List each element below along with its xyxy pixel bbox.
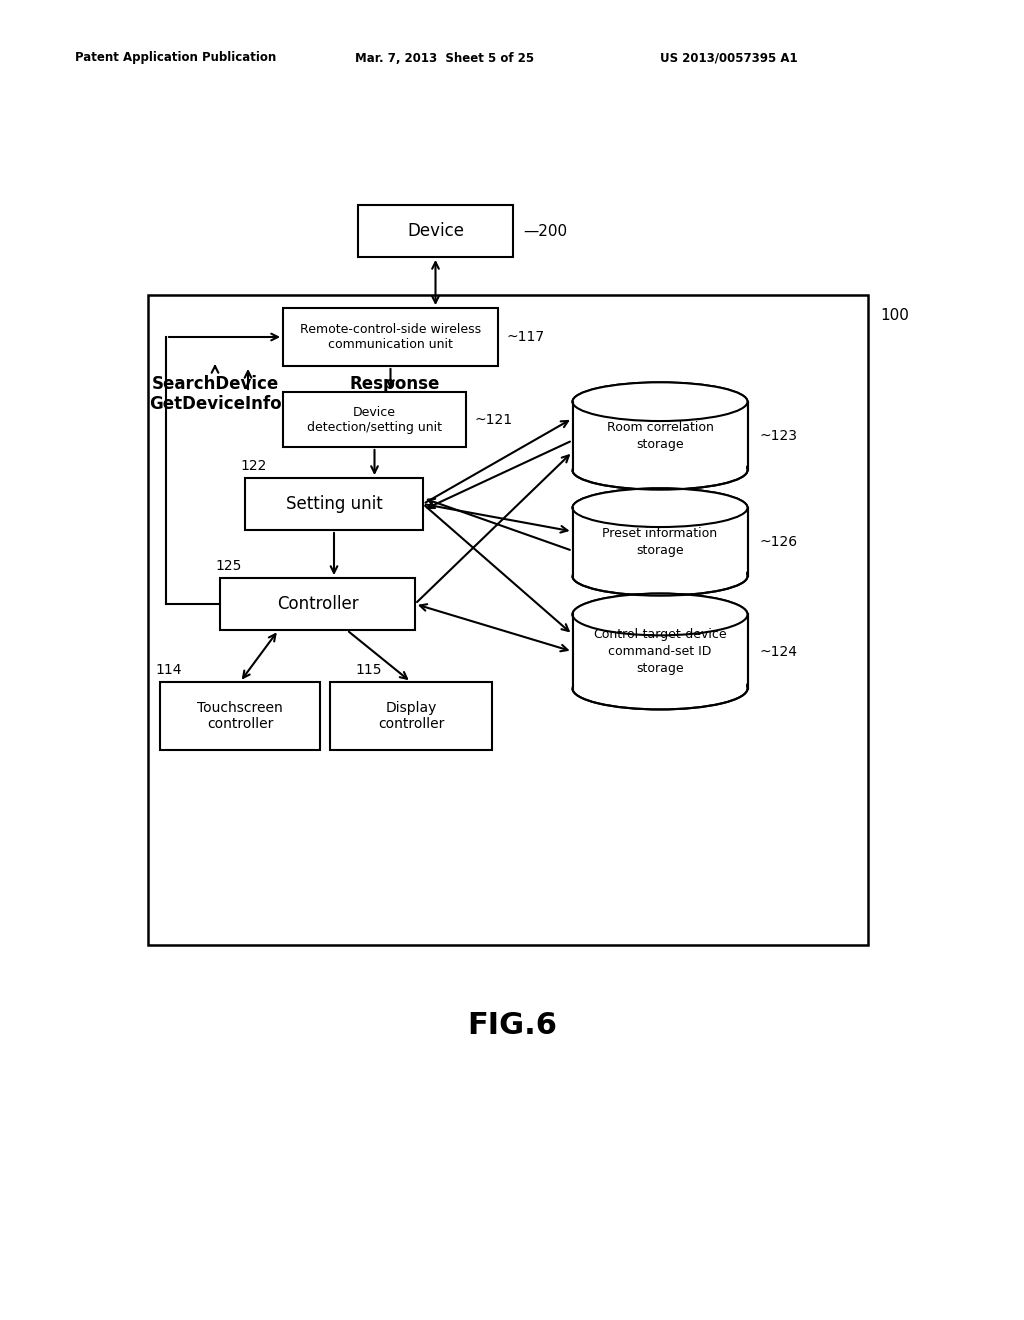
Text: US 2013/0057395 A1: US 2013/0057395 A1 — [660, 51, 798, 65]
Text: ~126: ~126 — [760, 535, 798, 549]
Text: Device
detection/setting unit: Device detection/setting unit — [307, 405, 442, 433]
Ellipse shape — [572, 668, 748, 709]
Text: 125: 125 — [215, 558, 242, 573]
Bar — [330, 682, 492, 750]
Bar — [572, 401, 748, 470]
Text: ~123: ~123 — [760, 429, 798, 444]
Text: Display
controller: Display controller — [378, 701, 444, 731]
Text: Room correlation
storage: Room correlation storage — [606, 421, 714, 451]
Text: Patent Application Publication: Patent Application Publication — [75, 51, 276, 65]
Ellipse shape — [572, 594, 748, 635]
Text: FIG.6: FIG.6 — [467, 1011, 557, 1040]
Text: ~124: ~124 — [760, 644, 798, 659]
Text: Remote-control-side wireless
communication unit: Remote-control-side wireless communicati… — [300, 323, 481, 351]
Text: —200: —200 — [523, 223, 567, 239]
Ellipse shape — [572, 451, 748, 490]
Bar — [160, 682, 319, 750]
Bar — [574, 615, 746, 688]
Text: 115: 115 — [355, 663, 382, 677]
Text: Device: Device — [407, 222, 464, 240]
Text: SearchDevice
GetDeviceInfo: SearchDevice GetDeviceInfo — [148, 375, 282, 413]
Bar — [220, 578, 415, 630]
Text: Preset information
storage: Preset information storage — [602, 527, 718, 557]
Bar — [574, 403, 746, 470]
Bar — [574, 508, 746, 576]
Ellipse shape — [572, 594, 748, 635]
Text: 114: 114 — [155, 663, 181, 677]
Bar — [572, 508, 748, 577]
Ellipse shape — [572, 383, 748, 421]
Text: 122: 122 — [240, 459, 266, 473]
Text: 100: 100 — [880, 308, 909, 322]
Bar — [572, 614, 748, 689]
Ellipse shape — [572, 557, 748, 595]
Text: Mar. 7, 2013  Sheet 5 of 25: Mar. 7, 2013 Sheet 5 of 25 — [355, 51, 535, 65]
Bar — [283, 308, 498, 366]
Ellipse shape — [572, 488, 748, 527]
Text: Setting unit: Setting unit — [286, 495, 382, 513]
Text: Response
DeviceInfo: Response DeviceInfo — [345, 375, 444, 413]
Bar — [148, 294, 868, 945]
Ellipse shape — [572, 488, 748, 527]
Bar — [283, 392, 466, 447]
Bar — [358, 205, 513, 257]
Text: ~117: ~117 — [506, 330, 544, 345]
Bar — [245, 478, 423, 531]
Ellipse shape — [572, 383, 748, 421]
Text: Controller: Controller — [276, 595, 358, 612]
Text: ~121: ~121 — [474, 412, 512, 426]
Text: Touchscreen
controller: Touchscreen controller — [198, 701, 283, 731]
Text: Control-target-device
command-set ID
storage: Control-target-device command-set ID sto… — [593, 628, 727, 675]
